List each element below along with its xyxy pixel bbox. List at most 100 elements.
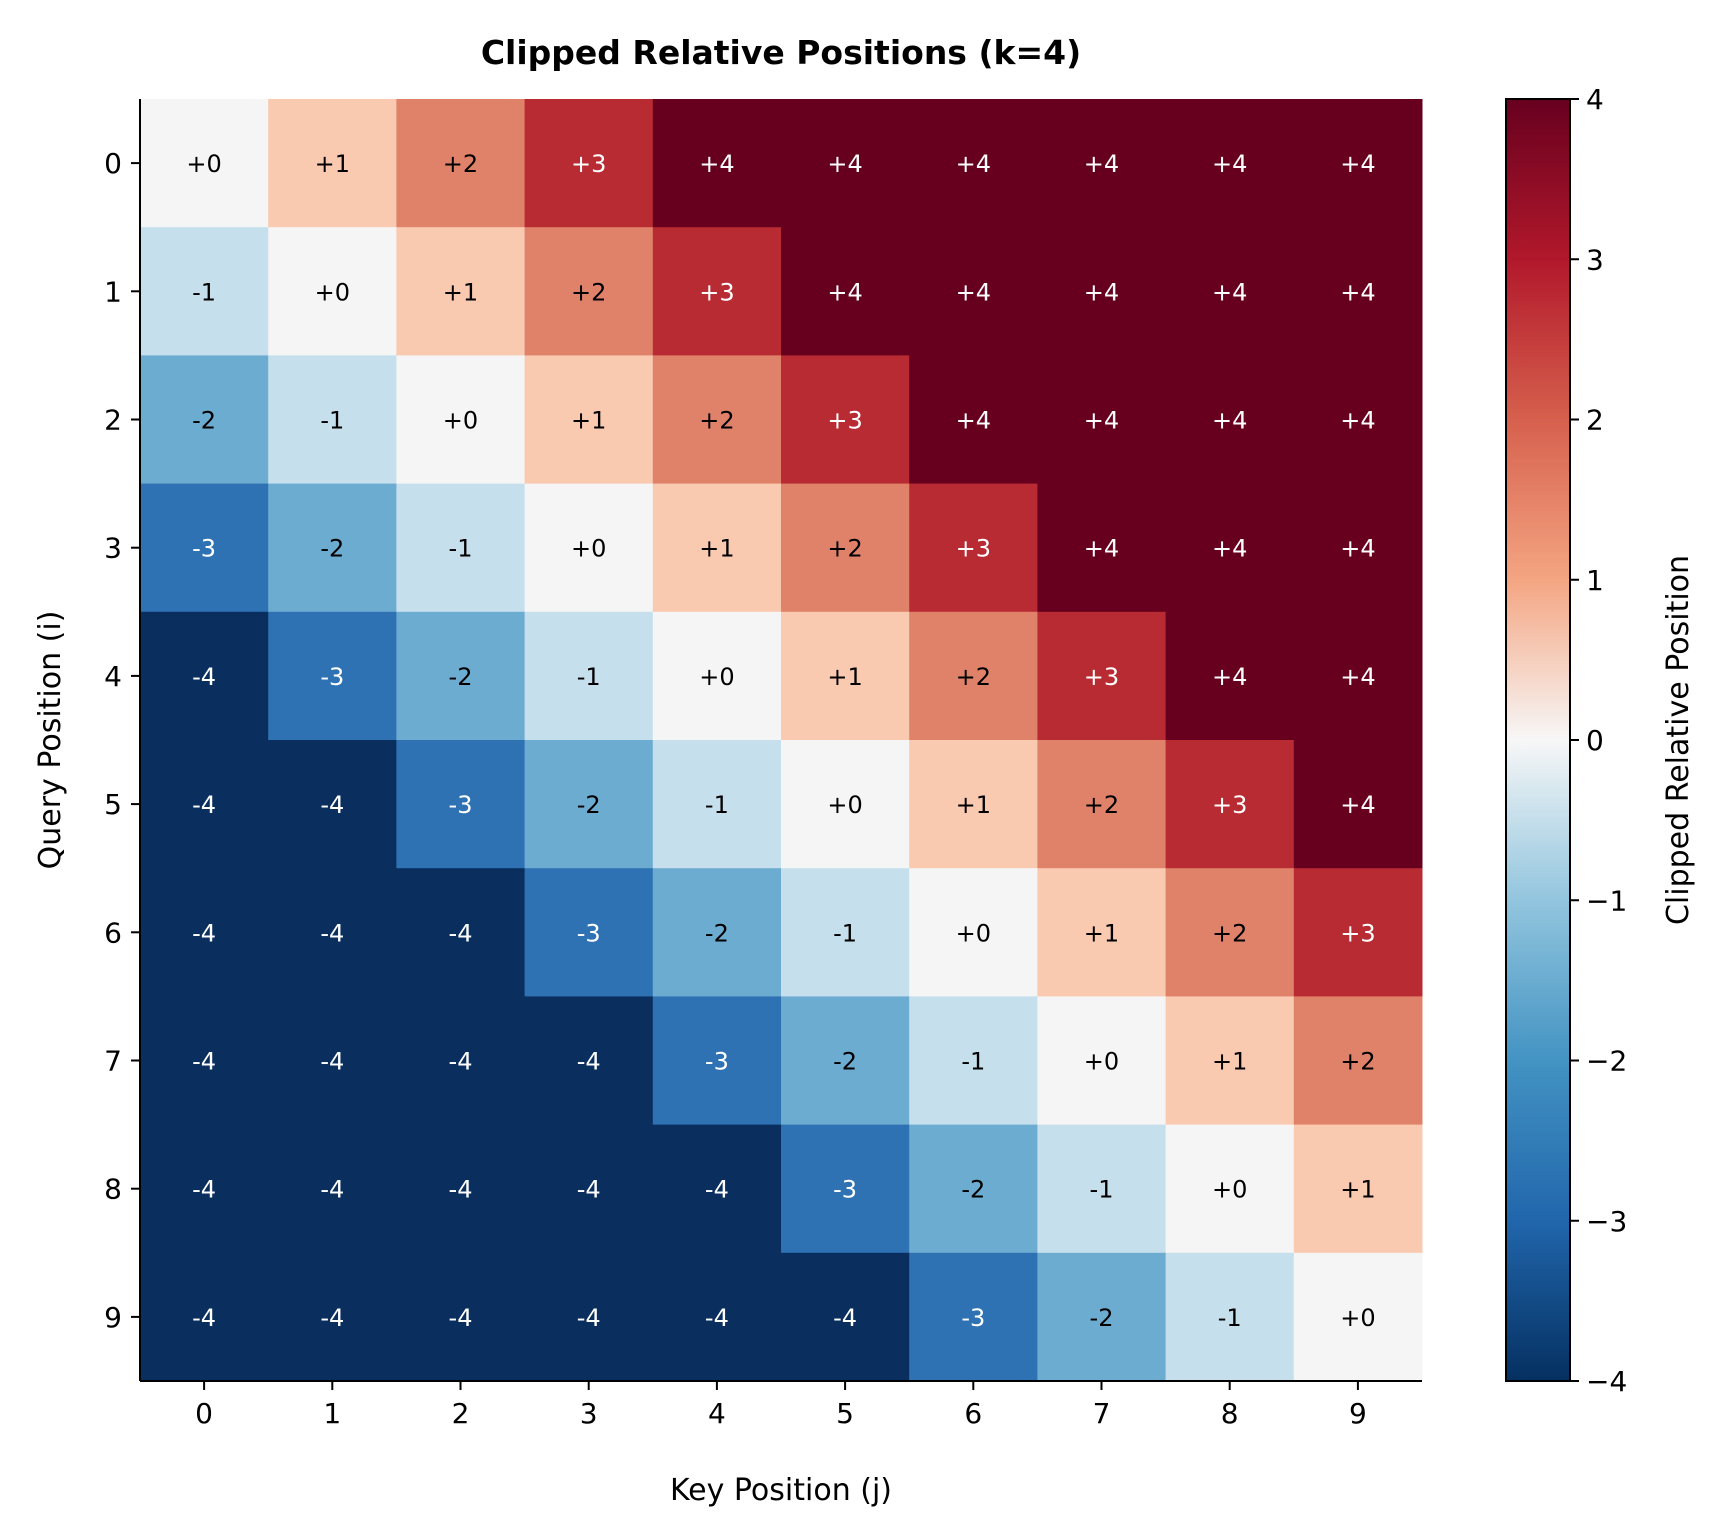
cell-label: +0 [1084, 1048, 1119, 1076]
heatmap-cell [140, 611, 269, 741]
cell-label: -2 [961, 1176, 985, 1204]
cell-label: +0 [315, 278, 350, 306]
y-tick-label: 4 [104, 660, 122, 693]
cell-label: +4 [1340, 150, 1375, 178]
cell-label: -4 [449, 919, 473, 947]
heatmap-cell [909, 483, 1038, 613]
cell-label: -4 [577, 1048, 601, 1076]
heatmap-cell [909, 868, 1038, 997]
cell-label: -2 [192, 407, 216, 435]
heatmap-cell [396, 611, 526, 741]
colorbar-tick-label: −4 [1586, 1365, 1627, 1398]
cell-label: -2 [1090, 1304, 1114, 1332]
heatmap-cell [396, 355, 526, 485]
heatmap-cell [909, 740, 1038, 869]
heatmap-cell [652, 1124, 782, 1254]
cell-label: +4 [699, 150, 734, 178]
y-tick-label: 9 [104, 1301, 122, 1334]
heatmap-cell [1165, 227, 1295, 356]
cell-label: -4 [192, 919, 216, 947]
x-axis-label: Key Position (j) [670, 1473, 892, 1508]
cell-label: -4 [577, 1304, 601, 1332]
cell-label: -3 [705, 1048, 729, 1076]
heatmap-cell [1037, 740, 1167, 869]
heatmap-cell [140, 483, 269, 613]
heatmap-cell [909, 227, 1038, 356]
heatmap-cell [1037, 868, 1167, 997]
cell-label: -4 [320, 1304, 344, 1332]
heatmap-cell [140, 1124, 269, 1254]
cell-label: -2 [320, 535, 344, 563]
x-tick-label: 8 [1221, 1397, 1239, 1430]
cell-label: +0 [827, 791, 862, 819]
cell-label: +4 [956, 150, 991, 178]
heatmap-cell [1165, 740, 1295, 869]
heatmap-cell [524, 483, 654, 613]
heatmap-cell [524, 227, 654, 356]
cell-label: +4 [956, 278, 991, 306]
cell-label: +2 [699, 407, 734, 435]
y-tick-label: 1 [104, 275, 122, 308]
heatmap-cell [1293, 740, 1423, 869]
y-tick-label: 5 [104, 788, 122, 821]
cell-label: -4 [192, 1176, 216, 1204]
heatmap-cell [1293, 611, 1423, 741]
heatmap-cell [396, 868, 526, 997]
heatmap-cell [781, 611, 910, 741]
heatmap-cell [652, 99, 782, 228]
cell-label: +4 [1084, 535, 1119, 563]
heatmap-cell [268, 355, 397, 485]
heatmap-cell [268, 1124, 397, 1254]
heatmap-cell [1037, 1124, 1167, 1254]
cell-label: -1 [1218, 1304, 1242, 1332]
heatmap-cell [1165, 355, 1295, 485]
heatmap-cell [1293, 99, 1423, 228]
heatmap-cell [1037, 227, 1167, 356]
cell-label: -3 [961, 1304, 985, 1332]
y-axis-label: Query Position (i) [33, 611, 68, 870]
y-tick-label: 0 [104, 147, 122, 180]
colorbar-tick-label: 4 [1586, 83, 1604, 116]
cell-label: -1 [961, 1048, 985, 1076]
cell-label: -2 [833, 1048, 857, 1076]
x-tick-label: 4 [708, 1397, 726, 1430]
x-tick-label: 6 [964, 1397, 982, 1430]
cell-label: -2 [449, 663, 473, 691]
heatmap-cell [909, 611, 1038, 741]
cell-label: +4 [827, 150, 862, 178]
cell-label: -4 [577, 1176, 601, 1204]
heatmap-cell [1037, 611, 1167, 741]
heatmap-cell [140, 355, 269, 485]
cell-label: -4 [192, 1304, 216, 1332]
heatmap-cell [524, 868, 654, 997]
colorbar-tick-label: 3 [1586, 243, 1604, 276]
cell-label: +4 [827, 278, 862, 306]
heatmap-cell [1293, 227, 1423, 356]
cell-label: -4 [449, 1048, 473, 1076]
heatmap-cell [396, 99, 526, 228]
heatmap-cell [140, 99, 269, 228]
cell-label: +2 [571, 278, 606, 306]
cell-label: -4 [705, 1176, 729, 1204]
heatmap-cell [1165, 483, 1295, 613]
cell-label: +4 [956, 407, 991, 435]
cell-label: +2 [1084, 791, 1119, 819]
cell-label: -1 [577, 663, 601, 691]
cell-label: +3 [571, 150, 606, 178]
cell-label: -1 [192, 278, 216, 306]
colorbar-tick-label: −1 [1586, 884, 1627, 917]
cell-label: -4 [192, 1048, 216, 1076]
heatmap-cell [652, 227, 782, 356]
colorbar-label: Clipped Relative Position [1661, 555, 1696, 925]
cell-label: +4 [1084, 278, 1119, 306]
heatmap-cell [524, 740, 654, 869]
cell-label: +0 [186, 150, 221, 178]
cell-label: -4 [705, 1304, 729, 1332]
cell-label: +0 [1340, 1304, 1375, 1332]
cell-label: +4 [1340, 791, 1375, 819]
heatmap-cell [1293, 868, 1423, 997]
heatmap-cell [524, 355, 654, 485]
heatmap-cell [781, 996, 910, 1126]
heatmap-cell [652, 996, 782, 1126]
